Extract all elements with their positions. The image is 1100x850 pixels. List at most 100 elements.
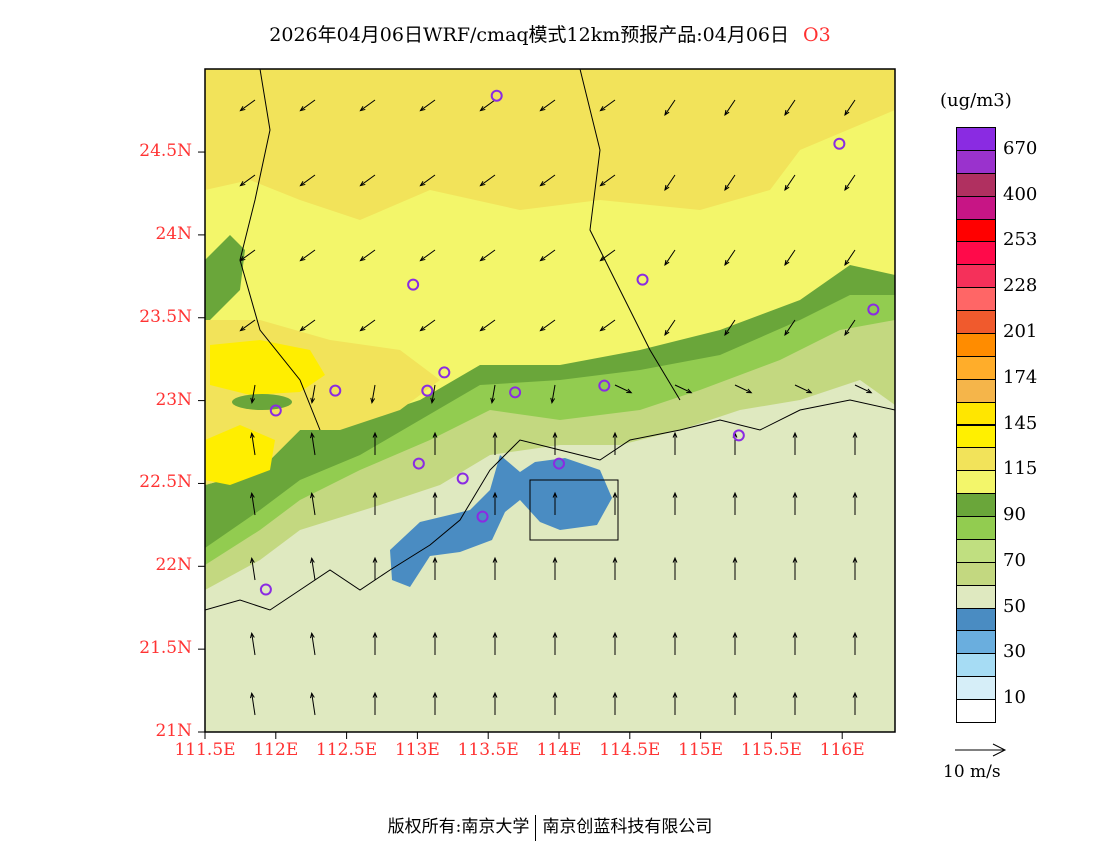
lon-label: 114E [536, 740, 582, 760]
wind-reference-label: 10 m/s [943, 762, 1001, 782]
wind-arrow [614, 384, 633, 394]
legend-label: 70 [1003, 549, 1026, 571]
wind-arrow [432, 431, 438, 455]
lon-label: 112E [253, 740, 299, 760]
wind-arrow [310, 384, 316, 405]
legend-swatch [956, 378, 996, 403]
wind-arrow [492, 556, 498, 580]
lat-label: 21N [155, 721, 192, 741]
wind-arrow [612, 556, 618, 580]
legend-swatch [956, 355, 996, 380]
station-marker [421, 384, 434, 397]
legend-label: 201 [1003, 320, 1038, 342]
wind-arrow [672, 556, 678, 580]
wind-arrow [784, 99, 796, 116]
wind-arrow [372, 556, 378, 580]
company-label: 南京创蓝科技有限公司 [542, 817, 713, 837]
legend-label: 228 [1003, 275, 1038, 297]
wind-arrow [239, 174, 256, 187]
wind-arrow [664, 249, 676, 266]
wind-arrow [792, 691, 798, 715]
wind-arrow [724, 249, 736, 266]
lat-label: 22.5N [139, 472, 192, 493]
wind-arrow [370, 384, 376, 405]
legend-swatch [956, 493, 996, 518]
wind-arrow [249, 631, 256, 656]
wind-arrow [724, 319, 736, 336]
wind-arrow [552, 631, 558, 655]
lat-label: 22N [155, 555, 192, 576]
legend-swatch [956, 332, 996, 357]
wind-arrow [732, 631, 738, 655]
wind-arrow [674, 384, 693, 394]
legend-label: 50 [1003, 595, 1026, 617]
wind-arrow [359, 249, 376, 262]
lat-label: 24.5N [139, 141, 192, 162]
wind-arrow [792, 431, 798, 455]
legend-swatch [956, 310, 996, 334]
wind-arrow [599, 99, 616, 112]
wind-arrow [599, 319, 616, 332]
wind-arrow [852, 631, 858, 655]
wind-arrow [852, 491, 858, 515]
wind-arrow [492, 691, 498, 715]
province-border [239, 69, 321, 431]
wind-arrow [852, 556, 858, 580]
lon-label: 113E [394, 740, 440, 760]
legend-swatch [956, 470, 996, 495]
wind-arrow [309, 631, 316, 656]
wind-arrow [792, 491, 798, 515]
wind-arrow [430, 384, 436, 405]
wind-arrow [492, 631, 498, 655]
wind-arrow [359, 174, 376, 187]
legend-swatch [956, 287, 996, 312]
wind-arrow [844, 174, 856, 191]
wind-arrow [854, 384, 873, 394]
lon-label: 111.5E [174, 740, 236, 760]
legend-label: 10 [1003, 687, 1026, 709]
concentration-field [205, 69, 895, 732]
field-145-b [205, 425, 275, 485]
station-marker [259, 583, 272, 596]
wind-arrow [599, 174, 616, 187]
lon-label: 112.5E [316, 740, 378, 760]
legend-swatch [956, 218, 996, 243]
legend-swatch [956, 401, 996, 426]
legend-unit: (ug/m3) [940, 90, 1012, 111]
station-marker [732, 429, 745, 442]
station-marker [598, 379, 611, 392]
legend-swatch [956, 127, 996, 151]
station-marker [329, 384, 342, 397]
legend-label: 174 [1003, 366, 1038, 388]
station-marker [407, 278, 420, 291]
wind-arrow [539, 99, 556, 112]
wind-arrow [419, 249, 436, 262]
station-marker [476, 510, 489, 523]
lon-label: 115E [678, 740, 724, 760]
wind-arrow [239, 99, 256, 112]
copyright-label: 版权所有:南京大学 [387, 817, 530, 837]
wind-arrow [734, 384, 753, 394]
footer: 版权所有:南京大学 南京创蓝科技有限公司 [0, 812, 1100, 841]
wind-arrow [732, 491, 738, 515]
lat-label: 23N [155, 389, 192, 410]
field-90-blob [232, 394, 292, 410]
legend-swatch [956, 241, 996, 266]
wind-arrow [479, 249, 496, 262]
wind-reference-arrow [955, 743, 1007, 757]
wind-arrow [550, 384, 556, 405]
legend-swatch [956, 447, 996, 472]
wind-arrow [479, 174, 496, 187]
lon-label: 113.5E [457, 740, 519, 760]
wind-arrow [239, 249, 256, 262]
legend-label: 253 [1003, 229, 1038, 251]
wind-arrow [250, 384, 256, 405]
wind-arrow [844, 99, 856, 116]
wind-arrow [599, 249, 616, 262]
station-marker [833, 137, 846, 150]
wind-arrow [732, 556, 738, 580]
wind-arrow [792, 556, 798, 580]
station-marker [269, 404, 282, 417]
legend-swatch [956, 653, 996, 678]
